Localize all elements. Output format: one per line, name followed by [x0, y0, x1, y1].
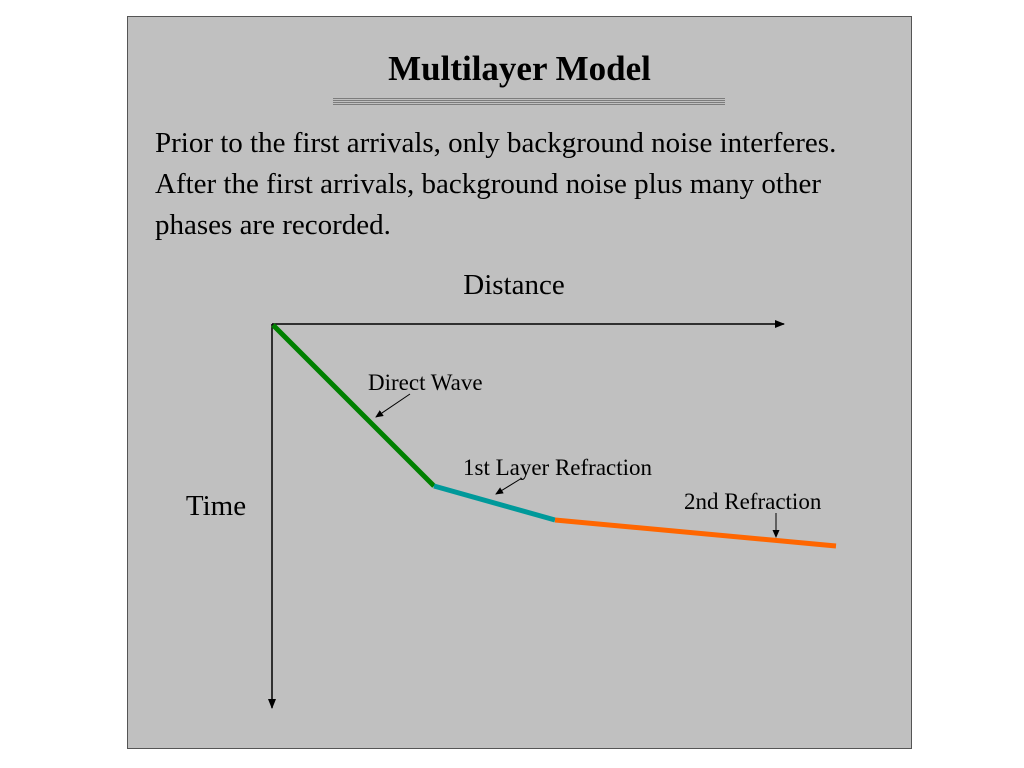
slide-panel: Multilayer Model Prior to the first arri…	[127, 16, 912, 749]
body-text: Prior to the first arrivals, only backgr…	[155, 127, 850, 241]
title-underline	[333, 98, 725, 107]
slide-title: Multilayer Model	[388, 49, 651, 88]
